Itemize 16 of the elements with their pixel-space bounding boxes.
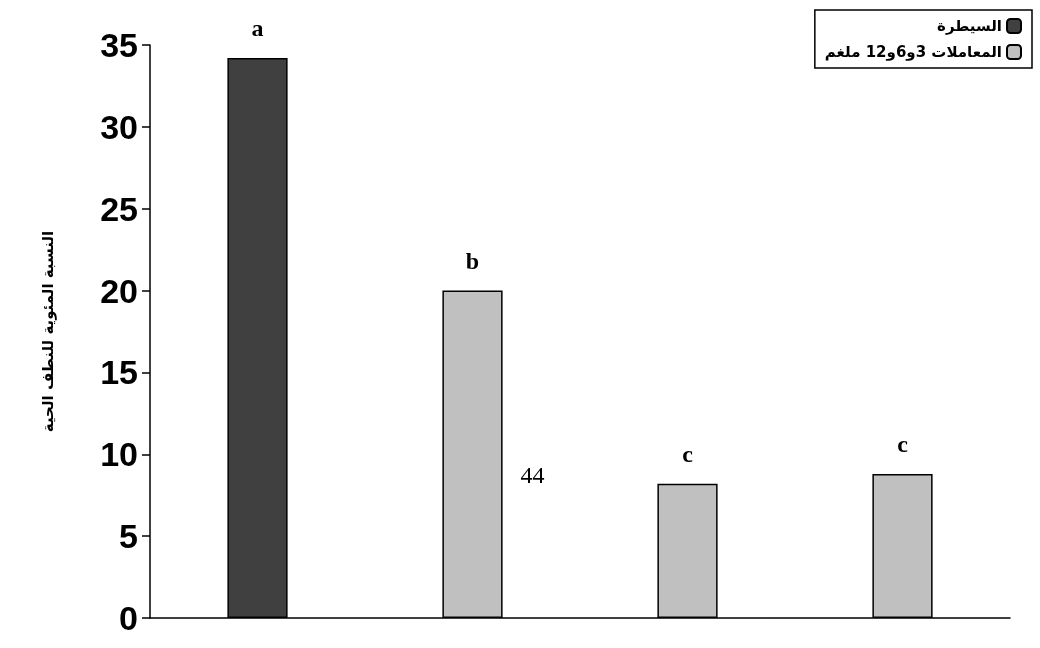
y-tick-label: 20	[100, 271, 138, 310]
text: a	[251, 15, 264, 42]
y-tick-label: 35	[100, 26, 138, 64]
annotation: c	[682, 440, 694, 467]
y-tick-label: 0	[119, 599, 138, 637]
annotation: 44	[520, 461, 545, 488]
annotation: b	[465, 247, 480, 274]
y-tick-label: 10	[100, 435, 138, 474]
y-tick-label: 5	[119, 517, 138, 556]
y-tick-label: 25	[100, 189, 138, 228]
y-tick-label: 15	[100, 353, 138, 392]
legend-label: السيطرة	[937, 17, 1002, 35]
legend-label: المعاملات 3و6و12 ملغم	[824, 43, 1002, 61]
y-axis-title: النسبة المئوية للنطف الحية	[38, 230, 57, 433]
annotation: c	[897, 430, 909, 457]
y-tick-label: 30	[100, 107, 138, 146]
